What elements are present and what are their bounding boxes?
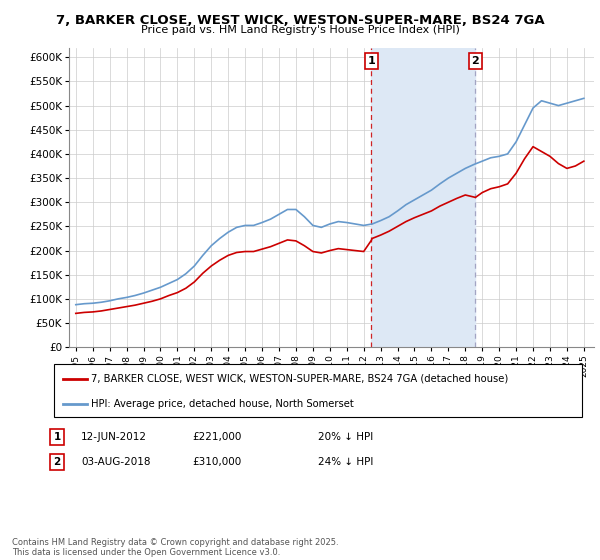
Text: 1: 1 (53, 432, 61, 442)
Text: 2: 2 (472, 56, 479, 66)
Text: 2: 2 (53, 457, 61, 467)
Bar (371, 48, 475, 347)
Text: £221,000: £221,000 (192, 432, 241, 442)
Text: 20% ↓ HPI: 20% ↓ HPI (318, 432, 373, 442)
Text: 24% ↓ HPI: 24% ↓ HPI (318, 457, 373, 467)
Text: HPI: Average price, detached house, North Somerset: HPI: Average price, detached house, Nort… (91, 399, 354, 409)
Text: Price paid vs. HM Land Registry's House Price Index (HPI): Price paid vs. HM Land Registry's House … (140, 25, 460, 35)
Text: 12-JUN-2012: 12-JUN-2012 (81, 432, 147, 442)
Text: 7, BARKER CLOSE, WEST WICK, WESTON-SUPER-MARE, BS24 7GA: 7, BARKER CLOSE, WEST WICK, WESTON-SUPER… (56, 14, 544, 27)
Text: 03-AUG-2018: 03-AUG-2018 (81, 457, 151, 467)
Text: 1: 1 (367, 56, 375, 66)
Text: £310,000: £310,000 (192, 457, 241, 467)
Text: Contains HM Land Registry data © Crown copyright and database right 2025.
This d: Contains HM Land Registry data © Crown c… (12, 538, 338, 557)
Text: 7, BARKER CLOSE, WEST WICK, WESTON-SUPER-MARE, BS24 7GA (detached house): 7, BARKER CLOSE, WEST WICK, WESTON-SUPER… (91, 374, 508, 384)
